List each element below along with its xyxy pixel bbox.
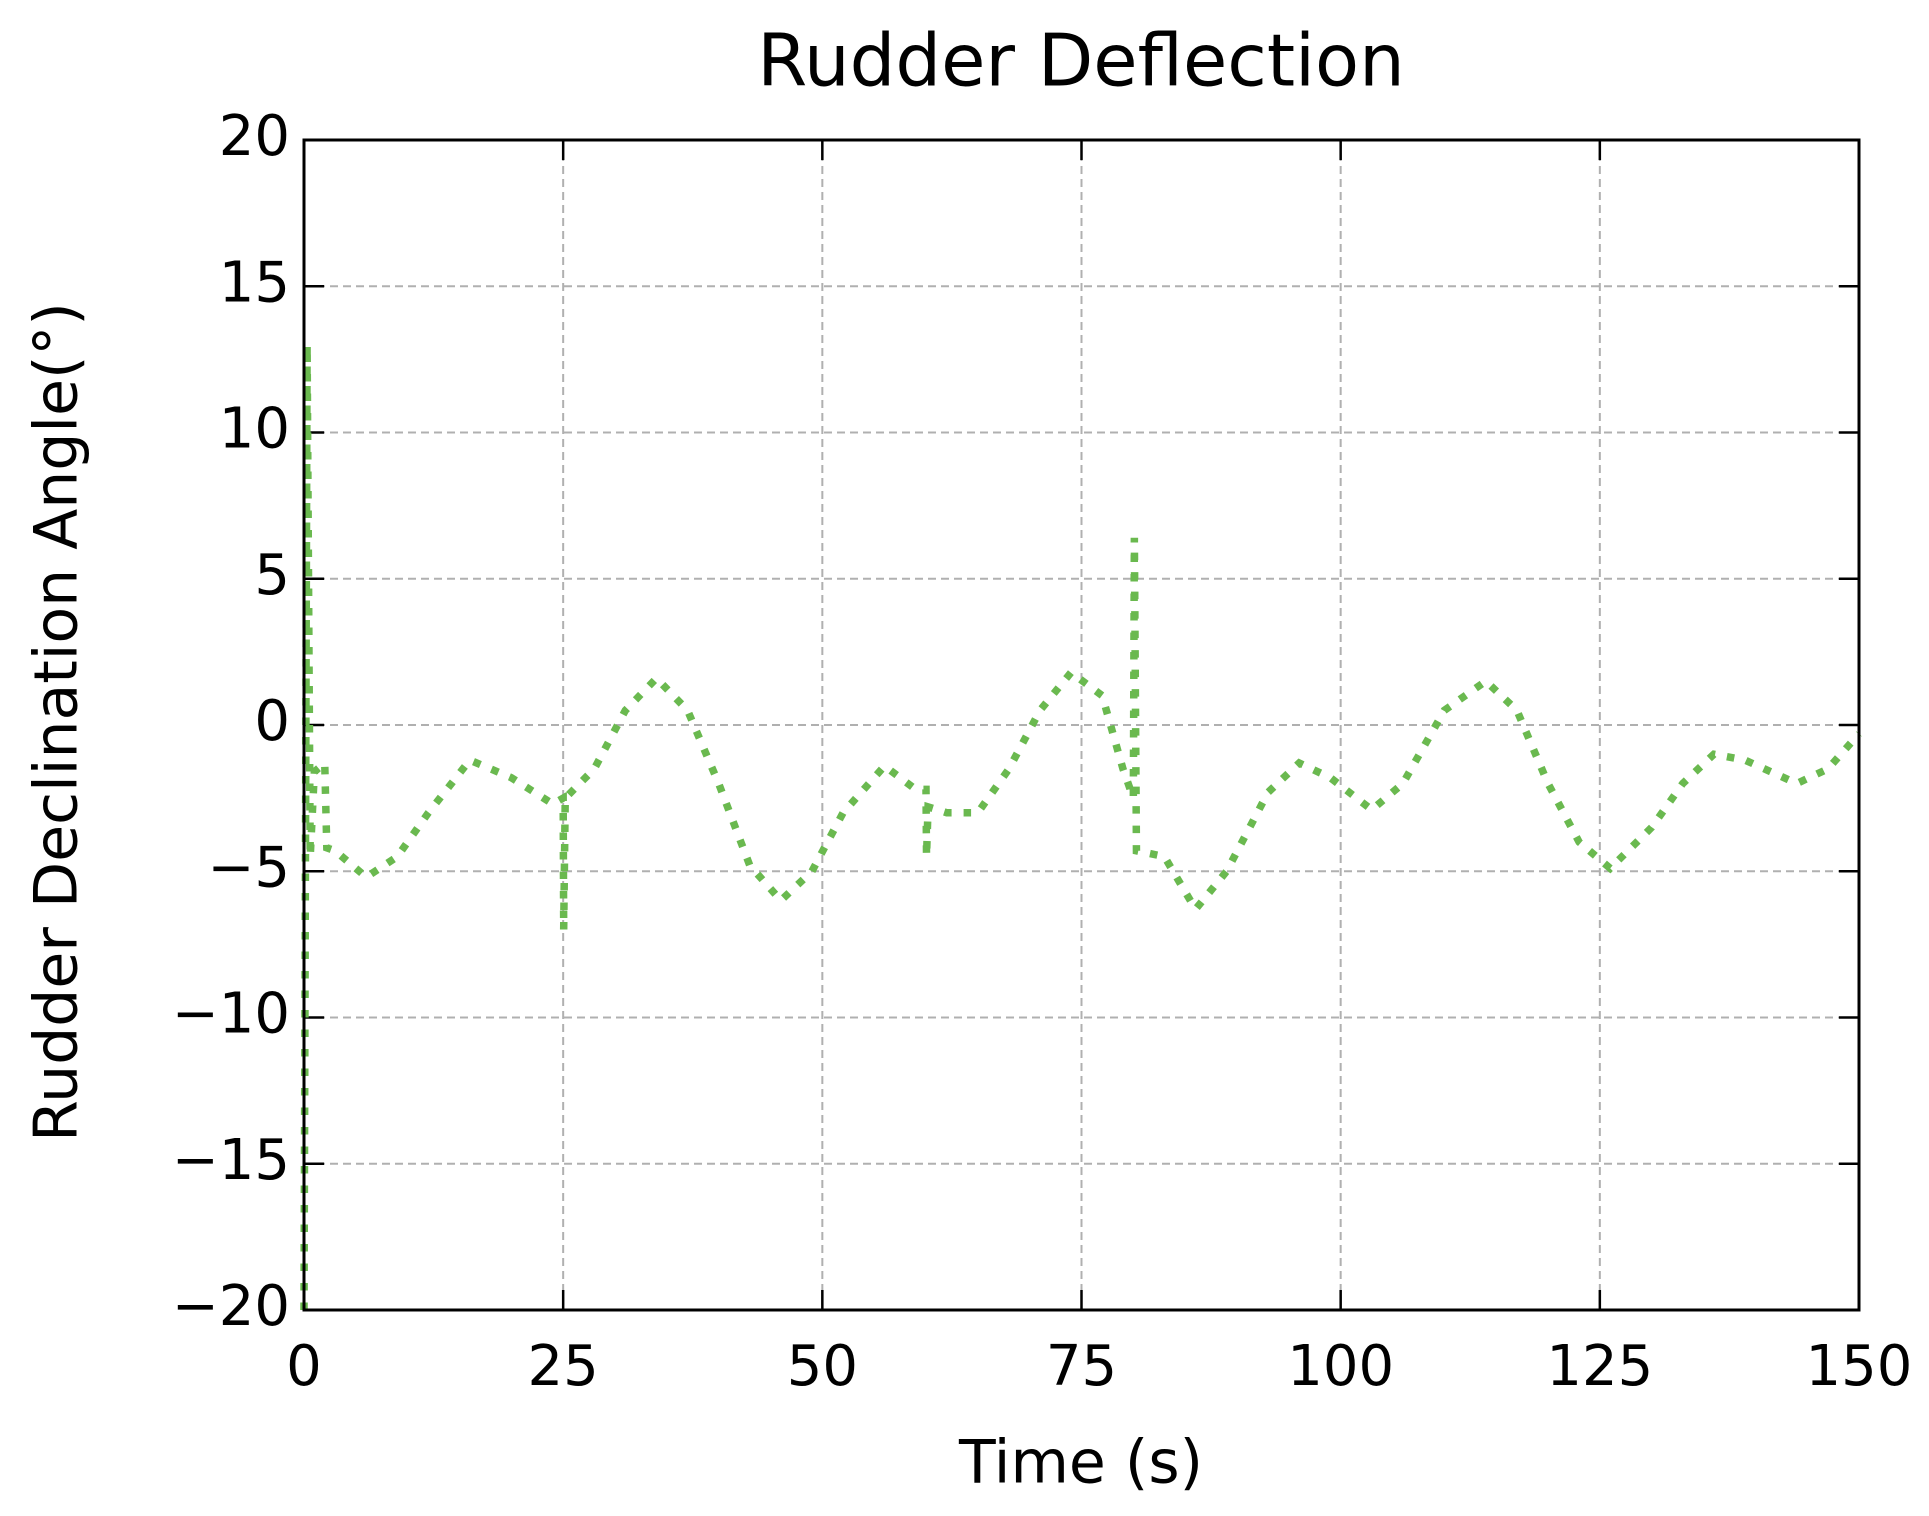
y-tick-label: 15 [219,250,290,315]
y-axis-label: Rudder Declination Angle(°) [22,302,92,1142]
y-tick-label: 20 [219,104,290,169]
y-tick-label: 10 [219,397,290,462]
data-line [300,344,1862,1311]
y-tick-label: −5 [207,835,290,900]
x-axis-label: Time (s) [958,1428,1203,1498]
y-tick-label: −15 [172,1128,290,1193]
y-tick-label: 0 [254,689,290,754]
plot-frame [302,138,1861,1312]
y-tick-label: 5 [254,543,290,608]
x-tick-label: 125 [1546,1334,1653,1399]
x-tick-label: 75 [1046,1334,1117,1399]
y-tick-label: −10 [172,982,290,1047]
x-tick-label: 0 [286,1334,322,1399]
x-tick-label: 50 [787,1334,858,1399]
y-tick-label: −20 [172,1274,290,1339]
x-tick-label: 100 [1287,1334,1394,1399]
x-tick-label: 150 [1806,1334,1913,1399]
x-tick-label: 25 [528,1334,599,1399]
chart-title: Rudder Deflection [757,19,1405,103]
